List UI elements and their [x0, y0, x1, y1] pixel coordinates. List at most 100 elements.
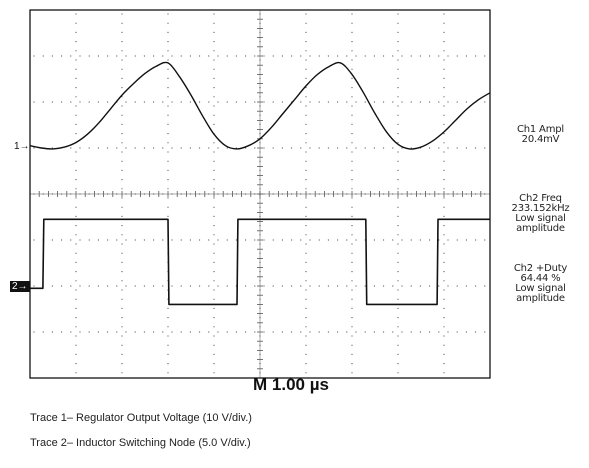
- grid-dot: [397, 307, 399, 309]
- grid-dot: [300, 55, 302, 57]
- graticule-frame: [29, 9, 491, 379]
- grid-dot: [134, 55, 136, 57]
- grid-dot: [263, 239, 265, 241]
- grid-dot: [351, 215, 353, 217]
- grid-dot: [121, 298, 123, 300]
- grid-dot: [75, 353, 77, 355]
- grid-dot: [75, 114, 77, 116]
- grid-dot: [167, 31, 169, 33]
- grid-dot: [484, 331, 486, 333]
- grid-dot: [213, 197, 215, 199]
- grid-dot: [300, 101, 302, 103]
- grid-dot: [213, 372, 215, 374]
- grid-dot: [397, 225, 399, 227]
- grid-dot: [397, 13, 399, 15]
- grid-dot: [162, 239, 164, 241]
- grid-dot: [351, 280, 353, 282]
- grid-dot: [167, 363, 169, 365]
- grid-dot: [392, 101, 394, 103]
- trace1-ground-marker: 1→: [14, 141, 30, 152]
- grid-dot: [213, 234, 215, 236]
- grid-dot: [465, 147, 467, 149]
- grid-dot: [443, 307, 445, 309]
- trace-2-line: [30, 218, 490, 306]
- grid-dot: [305, 280, 307, 282]
- grid-dot: [351, 353, 353, 355]
- grid-dot: [351, 123, 353, 125]
- grid-dot: [443, 151, 445, 153]
- grid-dot: [213, 77, 215, 79]
- grid-dot: [443, 114, 445, 116]
- grid-dot: [397, 87, 399, 89]
- trace2-ground-marker: 2→: [10, 281, 30, 293]
- grid-dot: [337, 331, 339, 333]
- grid-dot: [199, 331, 201, 333]
- grid-dot: [75, 298, 77, 300]
- grid-dot: [33, 285, 35, 287]
- grid-dot: [410, 101, 412, 103]
- grid-dot: [443, 353, 445, 355]
- grid-dot: [383, 239, 385, 241]
- grid-dot: [305, 169, 307, 171]
- grid-dot: [397, 22, 399, 24]
- grid-dot: [443, 50, 445, 52]
- grid-dot: [392, 239, 394, 241]
- grid-dot: [245, 331, 247, 333]
- grid-dot: [397, 252, 399, 254]
- grid-dot: [217, 285, 219, 287]
- trace-1-line: [29, 61, 491, 150]
- grid-dot: [213, 41, 215, 43]
- grid-dot: [121, 160, 123, 162]
- grid-dot: [305, 225, 307, 227]
- grid-dot: [213, 335, 215, 337]
- grid-dot: [401, 147, 403, 149]
- grid-dot: [351, 41, 353, 43]
- grid-dot: [121, 105, 123, 107]
- grid-dot: [51, 101, 54, 103]
- grid-dot: [213, 188, 215, 190]
- grid-dot: [61, 55, 63, 57]
- grid-dot: [143, 55, 145, 57]
- grid-dot: [351, 179, 353, 181]
- grid-dot: [75, 206, 77, 208]
- grid-dot: [351, 151, 353, 153]
- grid-dot: [443, 225, 445, 227]
- grid-dot: [116, 55, 118, 57]
- grid-dot: [397, 59, 399, 61]
- grid-dot: [75, 50, 77, 52]
- grid-dot: [443, 169, 445, 171]
- grid-dot: [351, 234, 353, 236]
- grid-dot: [180, 331, 182, 333]
- grid-dot: [75, 243, 77, 245]
- grid-dot: [351, 31, 353, 33]
- grid-dot: [456, 147, 458, 149]
- grid-dot: [121, 363, 123, 365]
- grid-dot: [351, 317, 353, 319]
- grid-dot: [213, 22, 215, 24]
- grid-dot: [456, 285, 458, 287]
- grid-dot: [167, 22, 169, 24]
- grid-dot: [305, 252, 307, 254]
- grid-dot: [125, 331, 127, 333]
- grid-dot: [305, 22, 307, 24]
- grid-dot: [75, 234, 77, 236]
- grid-dot: [79, 147, 81, 149]
- grid-dot: [125, 239, 127, 241]
- grid-dot: [121, 68, 123, 70]
- grid-dot: [300, 239, 302, 241]
- grid-dot: [121, 31, 123, 33]
- grid-dot: [429, 101, 431, 103]
- grid-dot: [167, 133, 169, 135]
- grid-dot: [213, 317, 215, 319]
- grid-dot: [447, 239, 449, 241]
- grid-dot: [351, 243, 353, 245]
- grid-dot: [291, 331, 293, 333]
- grid-dot: [291, 239, 293, 241]
- grid-dot: [305, 68, 307, 70]
- grid-dot: [143, 147, 145, 149]
- grid-dot: [75, 280, 77, 282]
- grid-dot: [318, 147, 320, 149]
- grid-dot: [235, 55, 237, 57]
- grid-dot: [189, 285, 191, 287]
- grid-dot: [167, 169, 169, 171]
